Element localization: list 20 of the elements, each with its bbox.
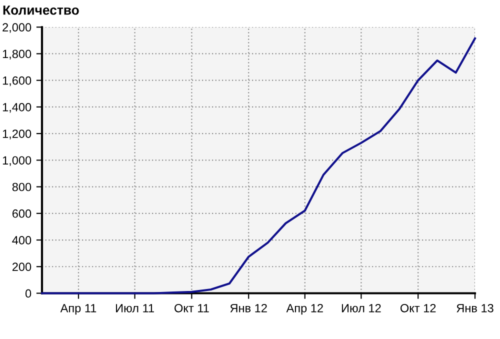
x-tick-label: Окт 11 [174, 304, 209, 312]
y-tick-label: 200 [12, 262, 32, 272]
y-tick-label: 1,600 [2, 76, 32, 86]
y-tick-label: 800 [12, 182, 32, 192]
y-tick-label: 1,400 [2, 102, 32, 113]
x-tick-label: Янв 12 [230, 304, 267, 312]
y-tick-label: 1,800 [2, 50, 32, 60]
chart-title: Количество [3, 6, 79, 15]
x-tick-label: Апр 12 [286, 304, 323, 315]
y-tick-label: 400 [12, 236, 32, 244]
y-tick-label: 2,000 [2, 23, 32, 33]
y-tick-label: 1,000 [2, 156, 32, 166]
y-tick-label: 0 [25, 289, 32, 298]
x-tick-label: Апр 11 [60, 304, 96, 315]
x-tick-label: Янв 13 [456, 304, 494, 312]
x-tick-label: Июл 12 [342, 304, 381, 312]
y-tick-label: 600 [12, 209, 32, 218]
y-tick-label: 1,200 [2, 130, 32, 140]
x-tick-label: Окт 12 [400, 304, 436, 312]
x-tick-label: Июл 11 [116, 304, 154, 312]
